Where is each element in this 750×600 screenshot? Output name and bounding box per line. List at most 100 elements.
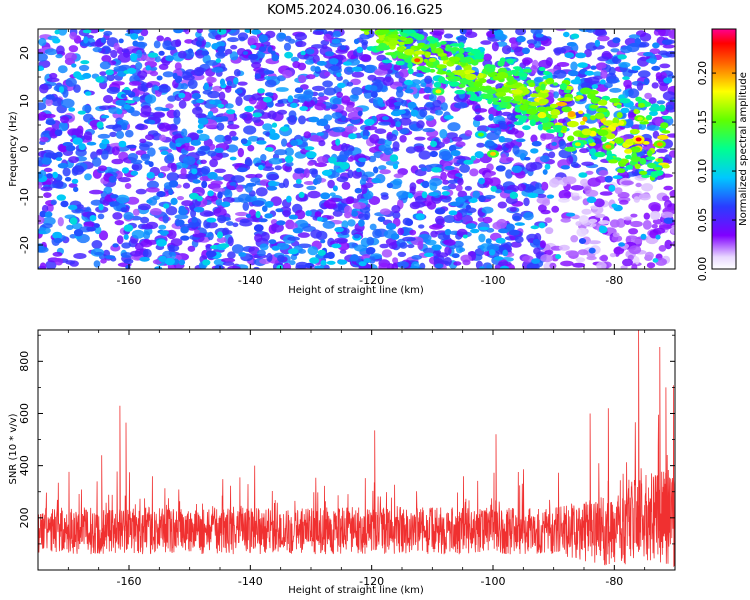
x-tick-label: -120: [359, 575, 384, 588]
heatmap-hotspot: [587, 139, 594, 144]
heatmap-cell: [38, 52, 48, 62]
heatmap-cell: [416, 120, 425, 129]
heatmap-cell: [140, 29, 149, 37]
heatmap-cell: [293, 183, 304, 189]
heatmap-cell: [206, 217, 217, 223]
heatmap-cell: [575, 221, 582, 227]
heatmap-cell: [80, 40, 91, 47]
heatmap-cell: [187, 245, 196, 252]
heatmap-cell: [83, 131, 93, 141]
heatmap-cell: [274, 149, 288, 156]
heatmap-cell: [190, 139, 202, 146]
heatmap-cell: [180, 83, 189, 90]
heatmap-hotspot: [642, 141, 650, 145]
heatmap-hotspot: [567, 111, 576, 118]
heatmap-cell: [222, 261, 235, 266]
heatmap-hotspot: [634, 163, 641, 169]
x-tick-label: -100: [481, 274, 506, 287]
heatmap-hotspot: [450, 47, 460, 52]
heatmap-cell: [46, 173, 53, 179]
heatmap-cell: [530, 65, 538, 74]
heatmap-cell: [113, 42, 120, 51]
heatmap-cell: [664, 239, 673, 250]
heatmap-cell: [140, 153, 151, 162]
heatmap-cell: [39, 136, 49, 143]
heatmap-cell: [378, 262, 390, 269]
heatmap-cell: [386, 133, 398, 142]
heatmap-cell: [224, 85, 232, 93]
heatmap-cell: [587, 177, 601, 187]
heatmap-hotspot: [530, 93, 540, 98]
heatmap-cell: [493, 256, 504, 261]
heatmap-cell: [384, 150, 391, 155]
heatmap-cell: [150, 208, 162, 216]
heatmap-cell: [305, 151, 317, 159]
heatmap-cell: [216, 122, 225, 131]
heatmap-cell: [429, 150, 438, 158]
heatmap-cell: [358, 157, 367, 163]
heatmap-cell: [661, 39, 673, 45]
heatmap-cell: [443, 239, 456, 246]
heatmap-cell: [278, 182, 286, 189]
heatmap-cell: [304, 262, 315, 269]
heatmap-hotspot: [430, 46, 437, 50]
heatmap-cell: [320, 192, 331, 200]
colorbar-label: Normalized spectral amplitude: [738, 72, 749, 226]
heatmap-cell: [91, 240, 103, 249]
heatmap-cell: [444, 228, 452, 236]
heatmap-cell: [382, 116, 389, 121]
heatmap-hotspot: [552, 125, 563, 129]
heatmap-cell: [217, 191, 223, 199]
heatmap-cell: [98, 203, 104, 211]
heatmap-cell: [121, 167, 130, 174]
heatmap-cell: [38, 66, 45, 71]
heatmap-cell: [636, 82, 644, 91]
heatmap-cell: [123, 234, 129, 240]
heatmap-cell: [181, 128, 188, 138]
heatmap-cell: [431, 167, 442, 173]
heatmap-cell: [77, 110, 86, 115]
heatmap-cell: [348, 133, 357, 140]
heatmap-cell: [103, 186, 113, 194]
heatmap-cell: [146, 82, 153, 88]
heatmap-cell: [219, 243, 230, 249]
heatmap-cell: [112, 243, 119, 248]
heatmap-hotspot: [370, 22, 378, 26]
heatmap-cell: [358, 54, 372, 62]
heatmap-hotspot: [445, 72, 455, 77]
heatmap-cell: [356, 46, 364, 53]
heatmap-cell: [207, 190, 214, 197]
heatmap-hotspot: [557, 97, 565, 102]
colorbar: 0.00 0.05 0.10 0.15 0.20 Normalized spectral…: [696, 28, 749, 281]
heatmap-cell: [396, 86, 404, 91]
heatmap-cell: [398, 77, 406, 83]
heatmap-cell: [166, 229, 177, 240]
heatmap-hotspot: [580, 87, 592, 95]
heatmap-cell: [465, 204, 471, 210]
heatmap-cell: [506, 157, 514, 162]
heatmap-cell: [638, 122, 647, 130]
snr-panel: -160 -140 -120 -100 -80 800 600 400 200 Height …: [8, 329, 676, 596]
heatmap-cell: [404, 88, 414, 94]
heatmap-cell: [379, 152, 393, 162]
heatmap-cell: [506, 113, 517, 121]
heatmap-hotspot: [388, 29, 396, 32]
heatmap-hotspot: [506, 81, 514, 85]
heatmap-cell: [656, 100, 666, 105]
heatmap-cell: [132, 208, 140, 216]
heatmap-cell: [374, 128, 387, 134]
heatmap-cell: [410, 265, 419, 269]
heatmap-cell: [135, 62, 143, 70]
heatmap-cell: [544, 217, 553, 224]
heatmap-hotspot: [536, 106, 546, 113]
heatmap-cell: [187, 79, 198, 90]
heatmap-cell: [362, 135, 369, 140]
heatmap-cell: [523, 212, 534, 221]
heatmap-cell: [173, 115, 181, 125]
heatmap-cell: [132, 40, 139, 47]
heatmap-cell: [392, 257, 399, 264]
heatmap-cell: [316, 60, 327, 66]
heatmap-cell: [305, 48, 315, 55]
heatmap-cell: [544, 163, 551, 170]
heatmap-hotspot: [404, 48, 415, 56]
